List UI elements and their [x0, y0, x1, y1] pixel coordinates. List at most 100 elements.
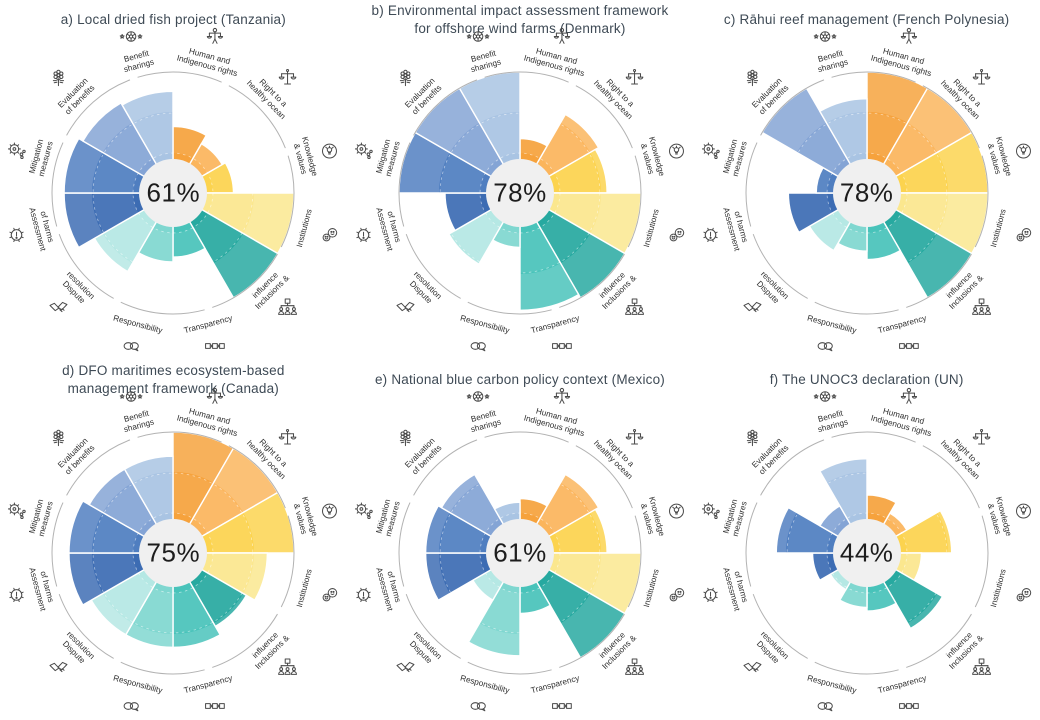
gridline-circle-1 [132, 512, 214, 594]
label-mitigation-measures: Mitigationmeasures [374, 138, 401, 178]
center-score-d: 75% [146, 537, 201, 568]
hierarchy-people-icon [971, 658, 991, 675]
process-squares-icon [898, 343, 919, 349]
process-squares-icon [205, 703, 226, 709]
center-disk [485, 159, 554, 227]
band-mid [440, 113, 600, 273]
gear-alert-icon [703, 227, 718, 243]
community-faces-icon [1016, 228, 1031, 242]
label-assessment-of-harms: of harmsAssessment [28, 564, 58, 613]
chart-cell-a: a) Local dried fish project (Tanzania) H… [0, 0, 347, 360]
speech-bubbles-icon [817, 702, 833, 712]
gridline-circle-2 [786, 472, 947, 634]
process-squares-icon [552, 703, 572, 709]
band-mid [786, 113, 947, 273]
label-responsibility: Responsibility [459, 673, 511, 695]
gridline-circle-1 [132, 152, 214, 234]
label-responsibility: Responsibility [113, 313, 165, 335]
gridline-circle-2 [439, 472, 601, 634]
label-assessment-of-harms: of harmsAssessment [721, 564, 751, 613]
band-mid [786, 473, 947, 633]
label-benefit-sharings: Benefitsharings [121, 48, 156, 74]
balance-scale-icon [625, 429, 644, 445]
band-outer [52, 432, 295, 674]
community-faces-icon [322, 228, 338, 242]
band-mid [440, 473, 600, 633]
chart-title-d: d) DFO maritimes ecosystem-based managem… [62, 363, 285, 396]
label-institutions: Institutions [642, 208, 661, 248]
gridline-circle-2 [93, 112, 254, 274]
gears-icon [8, 502, 27, 520]
chart-cell-e: e) National blue carbon policy context (… [347, 360, 694, 720]
chart-area-e: Human andIndigenous rights Right to aheal… [347, 360, 694, 720]
hierarchy-people-icon [278, 298, 298, 315]
gear-alert-icon [356, 587, 371, 603]
chart-title-f: f) The UNOC3 declaration (UN) [769, 372, 964, 388]
head-lightbulb-icon [1015, 143, 1031, 159]
flower-award-icon [746, 429, 758, 447]
flower-award-icon [399, 69, 412, 87]
band-outer [745, 72, 988, 314]
center-disk [139, 519, 208, 587]
gear-alert-icon [9, 587, 24, 603]
label-transparency: Transparency [530, 673, 581, 695]
person-scales-icon [207, 387, 224, 404]
gears-icon [354, 142, 373, 160]
label-benefit-sharings: Benefitsharings [814, 48, 849, 74]
center-score-e: 61% [493, 537, 547, 568]
process-squares-icon [552, 343, 572, 349]
chart-area-b: Human andIndigenous rights Right to aheal… [347, 0, 694, 360]
chart-cell-f: f) The UNOC3 declaration (UN) Human andI… [693, 360, 1040, 720]
handshake-icon [396, 661, 415, 673]
chart-title-e: e) National blue carbon policy context (… [374, 372, 666, 388]
speech-bubbles-icon [123, 342, 140, 352]
flower-award-icon [53, 69, 65, 87]
head-lightbulb-icon [668, 143, 684, 159]
gear-alert-icon [703, 587, 718, 603]
handshake-icon [396, 301, 415, 313]
gears-icon [701, 142, 720, 160]
label-mitigation-measures: Mitigationmeasures [28, 498, 55, 538]
gridline-circle-1 [479, 512, 561, 594]
hierarchy-people-icon [625, 298, 644, 315]
outer-ring [51, 431, 295, 675]
center-disk [832, 519, 901, 587]
gridline-circle-1 [826, 152, 907, 234]
gear-alert-icon [9, 227, 24, 243]
wheel-stars-icon [466, 391, 490, 402]
label-responsibility: Responsibility [806, 673, 858, 695]
wheel-stars-icon [813, 391, 837, 402]
gears-icon [701, 502, 720, 520]
wheel-stars-icon [120, 31, 143, 42]
head-lightbulb-icon [1015, 503, 1031, 519]
label-institutions: Institutions [642, 568, 661, 608]
label-mitigation-measures: Mitigationmeasures [374, 498, 401, 538]
label-responsibility: Responsibility [806, 313, 858, 335]
label-transparency: Transparency [877, 673, 928, 695]
person-scales-icon [900, 387, 917, 404]
label-knowledge-values: Knowledge& values [638, 496, 667, 540]
label-institutions: Institutions [295, 208, 314, 248]
label-knowledge-values: Knowledge& values [984, 136, 1013, 180]
label-institutions: Institutions [989, 208, 1008, 248]
chart-area-c: Human andIndigenous rights Right to aheal… [693, 0, 1040, 360]
center-disk [139, 159, 208, 227]
label-knowledge-values: Knowledge& values [291, 136, 320, 180]
band-outer [52, 72, 295, 314]
label-benefit-sharings: Benefitsharings [121, 408, 156, 434]
wheel-stars-icon [813, 31, 837, 42]
hierarchy-people-icon [625, 658, 644, 675]
chart-cell-d: d) DFO maritimes ecosystem-based managem… [0, 360, 347, 720]
outer-ring [745, 431, 989, 675]
center-disk [832, 159, 901, 227]
label-assessment-of-harms: of harmsAssessment [28, 204, 58, 253]
gridline-circle-2 [439, 112, 601, 274]
handshake-icon [49, 661, 68, 673]
band-outer [398, 72, 641, 314]
band-mid [93, 473, 254, 633]
